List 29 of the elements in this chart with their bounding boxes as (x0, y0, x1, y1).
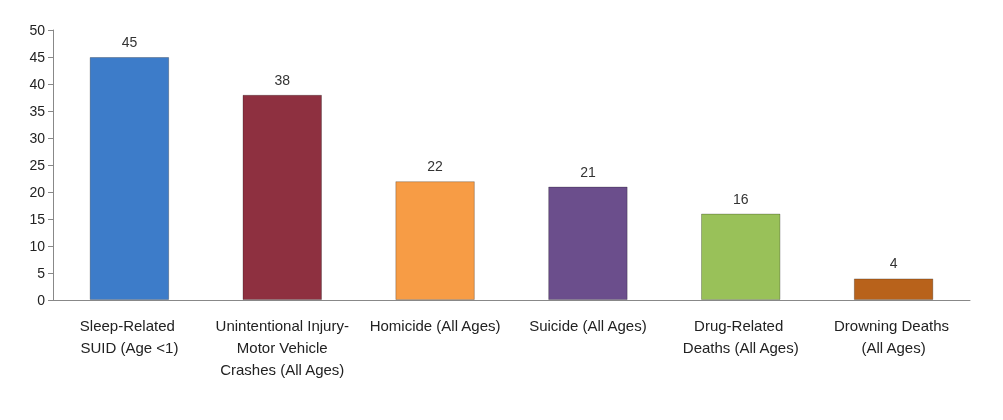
y-tick-label: 25 (29, 157, 46, 173)
data-label: 45 (121, 34, 138, 50)
data-label: 22 (427, 158, 444, 175)
y-tick-label: 30 (29, 130, 46, 146)
y-tick-label: 10 (29, 238, 46, 254)
y-tick-label: 0 (37, 292, 46, 308)
y-tick-label: 20 (29, 184, 46, 200)
data-label: 21 (580, 163, 596, 180)
data-label: 4 (889, 255, 898, 272)
y-tick-label: 35 (29, 103, 46, 119)
bar (242, 94, 322, 300)
bar (395, 181, 475, 300)
x-tick-label: Sleep-Related SUID (Age <1) (79, 316, 180, 356)
data-label: 16 (732, 190, 749, 207)
y-tick-label: 45 (29, 49, 46, 65)
x-tick-label: Suicide (All Ages) (529, 316, 647, 334)
x-tick-label: Unintentional Injury- Motor Vehicle Crashes (All Ages) (215, 316, 349, 378)
y-tick-label: 40 (29, 76, 46, 92)
y-tick-label: 50 (29, 22, 46, 38)
y-tick-label: 15 (29, 211, 46, 227)
data-label: 38 (274, 71, 291, 88)
bar (853, 278, 934, 300)
bar (701, 213, 781, 300)
bar (548, 186, 628, 300)
x-tick-label: Drowning Deaths (All Ages) (833, 316, 954, 356)
x-tick-label: Drug-Related Deaths (All Ages) (682, 316, 799, 356)
x-tick-label: Homicide (All Ages) (369, 316, 501, 334)
bar (89, 57, 170, 300)
y-tick-label: 5 (37, 265, 46, 281)
